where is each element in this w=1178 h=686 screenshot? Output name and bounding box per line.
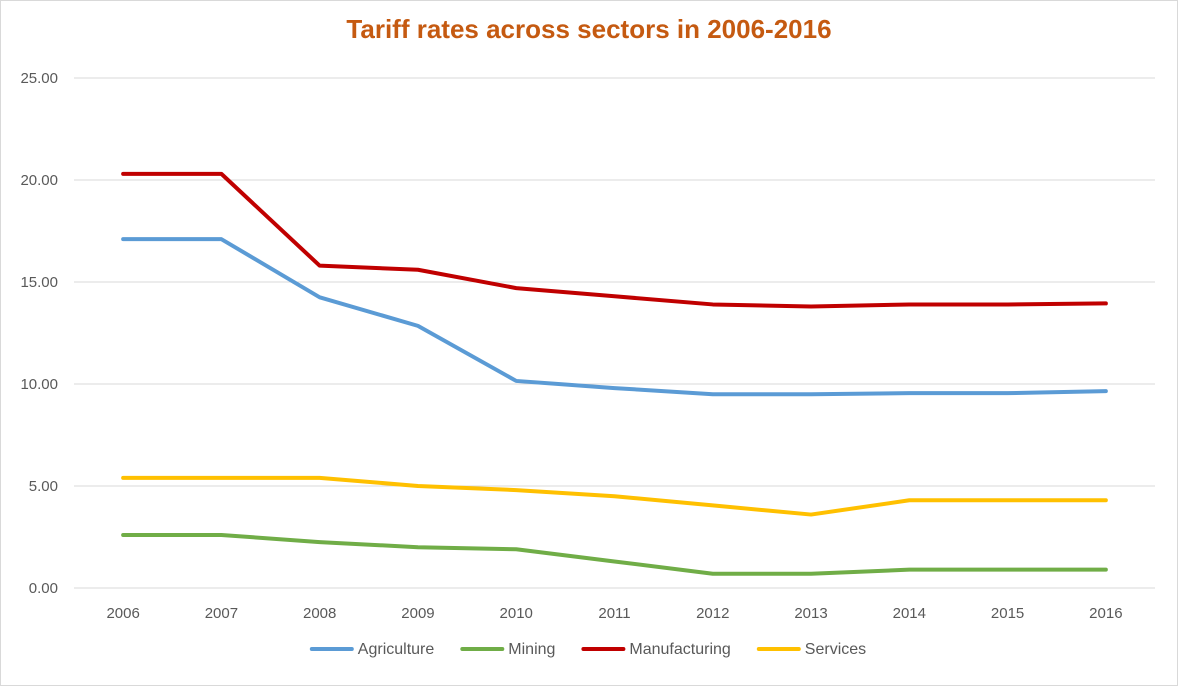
legend-item: Manufacturing bbox=[581, 641, 731, 658]
x-tick-label: 2007 bbox=[205, 605, 238, 622]
legend-label: Mining bbox=[508, 641, 555, 658]
y-tick-label: 15.00 bbox=[20, 274, 58, 291]
legend-item: Mining bbox=[460, 641, 555, 658]
x-tick-label: 2009 bbox=[401, 605, 434, 622]
legend-item: Services bbox=[756, 641, 866, 658]
y-tick-label: 5.00 bbox=[29, 478, 58, 495]
x-tick-label: 2014 bbox=[893, 605, 926, 622]
legend-item: Agriculture bbox=[309, 641, 435, 658]
legend-label: Manufacturing bbox=[629, 641, 730, 658]
legend: Agriculture Mining Manufacturing Services bbox=[309, 641, 866, 658]
y-tick-label: 20.00 bbox=[20, 172, 58, 189]
y-tick-label: 25.00 bbox=[20, 70, 58, 87]
x-tick-label: 2012 bbox=[696, 605, 729, 622]
x-tick-label: 2016 bbox=[1089, 605, 1122, 622]
x-tick-label: 2008 bbox=[303, 605, 336, 622]
series-line-manufacturing bbox=[121, 171, 1108, 309]
y-tick-label: 10.00 bbox=[20, 376, 58, 393]
chart-title: Tariff rates across sectors in 2006-2016 bbox=[346, 14, 832, 44]
x-axis: 2006 2007 2008 2009 2010 2011 2012 2013 2014 2015… bbox=[106, 605, 1122, 622]
legend-label: Agriculture bbox=[358, 641, 435, 658]
series-line-agriculture bbox=[121, 237, 1108, 397]
x-tick-label: 2010 bbox=[500, 605, 533, 622]
x-tick-label: 2013 bbox=[794, 605, 827, 622]
series-line-services bbox=[121, 475, 1108, 517]
gridlines bbox=[74, 77, 1155, 589]
legend-label: Services bbox=[805, 641, 866, 658]
x-tick-label: 2006 bbox=[106, 605, 139, 622]
x-tick-label: 2015 bbox=[991, 605, 1024, 622]
x-tick-label: 2011 bbox=[598, 605, 630, 622]
y-tick-label: 0.00 bbox=[29, 580, 58, 597]
y-axis: 0.00 5.00 10.00 15.00 20.00 25.00 bbox=[20, 70, 58, 597]
series-line-mining bbox=[121, 532, 1108, 576]
series-lines bbox=[121, 171, 1108, 576]
